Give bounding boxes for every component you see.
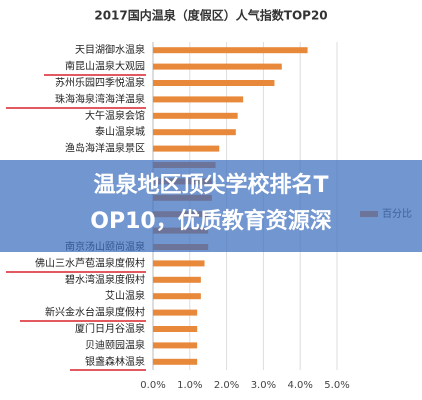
x-tick-label: 4.0% xyxy=(287,380,312,391)
y-tick-label: 新兴金水台温泉度假村 xyxy=(45,306,145,319)
chart-title: 2017国内温泉（度假区）人气指数TOP20 xyxy=(94,8,327,23)
bar xyxy=(153,96,244,103)
bar xyxy=(153,80,275,86)
bar xyxy=(153,112,238,119)
x-tick-label: 5.0% xyxy=(324,380,349,391)
banner xyxy=(0,160,422,252)
y-tick-label: 天目湖御水温泉 xyxy=(75,43,145,56)
y-tick-label: 银盏森林温泉 xyxy=(85,355,145,368)
x-tick-label: 3.0% xyxy=(251,380,276,391)
y-tick-label: 艾山温泉 xyxy=(105,289,145,302)
y-tick-label: 泰山温泉城 xyxy=(95,125,145,138)
bar xyxy=(153,358,198,365)
bar xyxy=(153,145,220,152)
bar xyxy=(153,309,198,316)
x-tick-label: 2.0% xyxy=(214,380,239,391)
y-tick-label: 厦门日月谷温泉 xyxy=(75,322,145,335)
banner-text: OP10，优质教育资源深 xyxy=(90,208,331,234)
bar xyxy=(153,63,282,70)
banner-text: 温泉地区顶尖学校排名T xyxy=(93,172,328,198)
y-tick-label: 南昆山温泉大观园 xyxy=(65,60,145,73)
red-underlines xyxy=(6,74,146,371)
bar xyxy=(153,326,198,332)
y-tick-label: 佛山三水芦苞温泉度假村 xyxy=(35,256,145,269)
y-tick-label: 珠海海泉湾海洋温泉 xyxy=(55,92,145,105)
x-tick-label: 1.0% xyxy=(177,380,202,391)
bar xyxy=(153,293,201,300)
y-tick-label: 贝迪颐园温泉 xyxy=(85,338,145,351)
bar xyxy=(153,129,236,136)
bar xyxy=(153,47,308,54)
bar xyxy=(153,260,205,267)
y-tick-label: 苏州乐园四季悦温泉 xyxy=(55,76,145,89)
y-tick-label: 渔岛海洋温泉景区 xyxy=(65,142,145,155)
bar xyxy=(153,342,198,349)
y-tick-label: 大午温泉会馆 xyxy=(85,109,145,122)
bar xyxy=(153,276,201,283)
y-tick-label: 碧水湾温泉度假村 xyxy=(65,273,145,286)
x-tick-label: 0.0% xyxy=(140,380,165,391)
